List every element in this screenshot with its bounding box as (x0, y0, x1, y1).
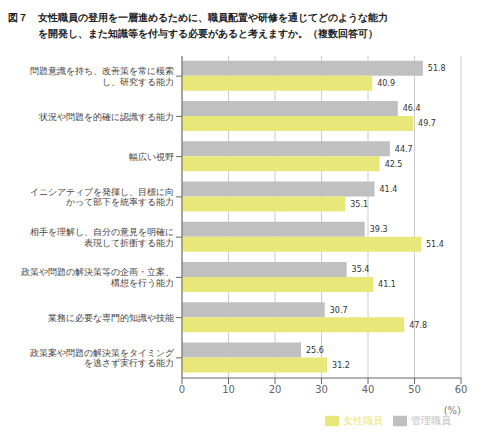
svg-text:10: 10 (222, 384, 235, 395)
svg-text:相手を理解し、自分の意見を明確に表現して折衝する能力: 相手を理解し、自分の意見を明確に表現して折衝する能力 (30, 227, 174, 248)
svg-text:イニシアティブを発揮し、目標に向かって部下を統率する能力: イニシアティブを発揮し、目標に向かって部下を統率する能力 (30, 187, 174, 208)
svg-text:44.7: 44.7 (395, 145, 413, 154)
svg-text:49.7: 49.7 (418, 119, 436, 128)
svg-text:46.4: 46.4 (403, 104, 421, 113)
html-text:管理職員: 管理職員 (411, 415, 451, 426)
svg-text:状況や問題を的確に認識する能力: 状況や問題を的確に認識する能力 (38, 112, 174, 122)
svg-text:39.3: 39.3 (370, 225, 388, 234)
svg-text:政策案や問題の解決策をタイミングを逃さず実行する能力: 政策案や問題の解決策をタイミングを逃さず実行する能力 (30, 348, 175, 369)
svg-text:(%): (%) (444, 405, 461, 416)
svg-text:25.6: 25.6 (306, 346, 324, 355)
svg-text:31.2: 31.2 (332, 361, 350, 370)
svg-text:35.4: 35.4 (352, 265, 370, 274)
svg-text:42.5: 42.5 (385, 160, 403, 169)
svg-text:41.4: 41.4 (380, 185, 398, 194)
svg-text:40.9: 40.9 (377, 79, 395, 88)
svg-text:60: 60 (455, 384, 468, 395)
svg-text:30: 30 (315, 384, 328, 395)
svg-text:40: 40 (362, 384, 375, 395)
svg-text:30.7: 30.7 (330, 306, 348, 315)
svg-text:51.4: 51.4 (426, 240, 444, 249)
svg-text:35.1: 35.1 (350, 200, 368, 209)
svg-text:業務に必要な専門的知識や技能: 業務に必要な専門的知識や技能 (48, 313, 174, 323)
html-text:女性職員: 女性職員 (343, 415, 383, 426)
svg-text:問題意識を持ち、改善策を常に模索し、研究する能力: 問題意識を持ち、改善策を常に模索し、研究する能力 (30, 66, 174, 87)
svg-text:47.8: 47.8 (409, 321, 427, 330)
svg-text:51.8: 51.8 (428, 64, 446, 73)
svg-text:50: 50 (408, 384, 421, 395)
svg-text:41.1: 41.1 (378, 280, 396, 289)
svg-text:20: 20 (269, 384, 282, 395)
html-text:を開発し、また知識等を付与する必要があると考えますか。（複数: を開発し、また知識等を付与する必要があると考えますか。（複数回答可） (8, 28, 378, 39)
svg-text:政策や問題の解決策等の企画・立案、構想を行う能力: 政策や問題の解決策等の企画・立案、構想を行う能力 (21, 267, 174, 288)
svg-text:幅広い視野: 幅広い視野 (129, 152, 174, 162)
html-text:図７ 女性職員の登用を一層進めるために、職員配置や研修を通じ: 図７ 女性職員の登用を一層進めるために、職員配置や研修を通じてどのような能力 (8, 12, 388, 23)
svg-text:0: 0 (179, 384, 185, 395)
